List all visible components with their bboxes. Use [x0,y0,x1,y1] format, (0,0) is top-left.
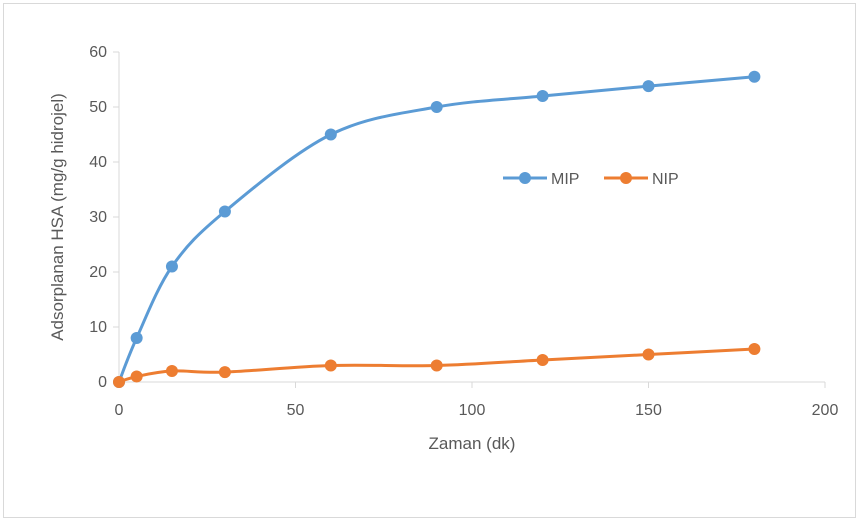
legend-marker-nip [620,172,632,184]
x-tick-label: 50 [287,402,305,419]
y-tick-label: 20 [89,264,107,281]
data-point-nip [165,365,178,377]
y-tick-label: 40 [89,154,107,171]
y-tick-label: 50 [89,99,107,116]
chart-frame [3,3,856,518]
x-tick-label: 150 [635,402,662,419]
data-point-mip [430,101,443,113]
tick-labels: 0 10 20 30 40 50 60 0 50 100 150 200 [89,44,838,419]
y-tick-label: 60 [89,44,107,61]
data-point-nip [536,354,549,366]
y-tick-label: 10 [89,319,107,336]
data-point-mip [130,332,143,344]
legend: MIP NIP [503,171,679,188]
x-tick-label: 0 [115,402,124,419]
y-tick-label: 0 [98,374,107,391]
series-group [113,70,761,388]
y-axis-title: Adsorplanan HSA (mg/g hidrojel) [48,93,67,341]
data-point-mip [748,70,761,83]
data-point-mip [536,90,549,102]
legend-marker-mip [519,172,531,184]
data-point-nip [113,376,125,388]
data-point-mip [165,260,178,273]
y-tick-label: 30 [89,209,107,226]
data-point-nip [218,366,231,379]
legend-label-nip: NIP [652,171,679,188]
data-point-nip [748,343,761,355]
series-line-nip [118,347,755,384]
data-point-nip [130,370,143,383]
data-point-nip [324,359,337,372]
data-point-mip [642,80,655,93]
x-tick-label: 100 [459,402,486,419]
data-point-mip [218,205,231,218]
x-axis-title: Zaman (dk) [429,434,516,453]
series-line-mip [117,75,755,383]
data-point-nip [430,359,443,372]
data-point-mip [324,128,337,141]
legend-label-mip: MIP [551,171,579,188]
data-point-nip [642,348,655,361]
x-tick-label: 200 [812,402,839,419]
